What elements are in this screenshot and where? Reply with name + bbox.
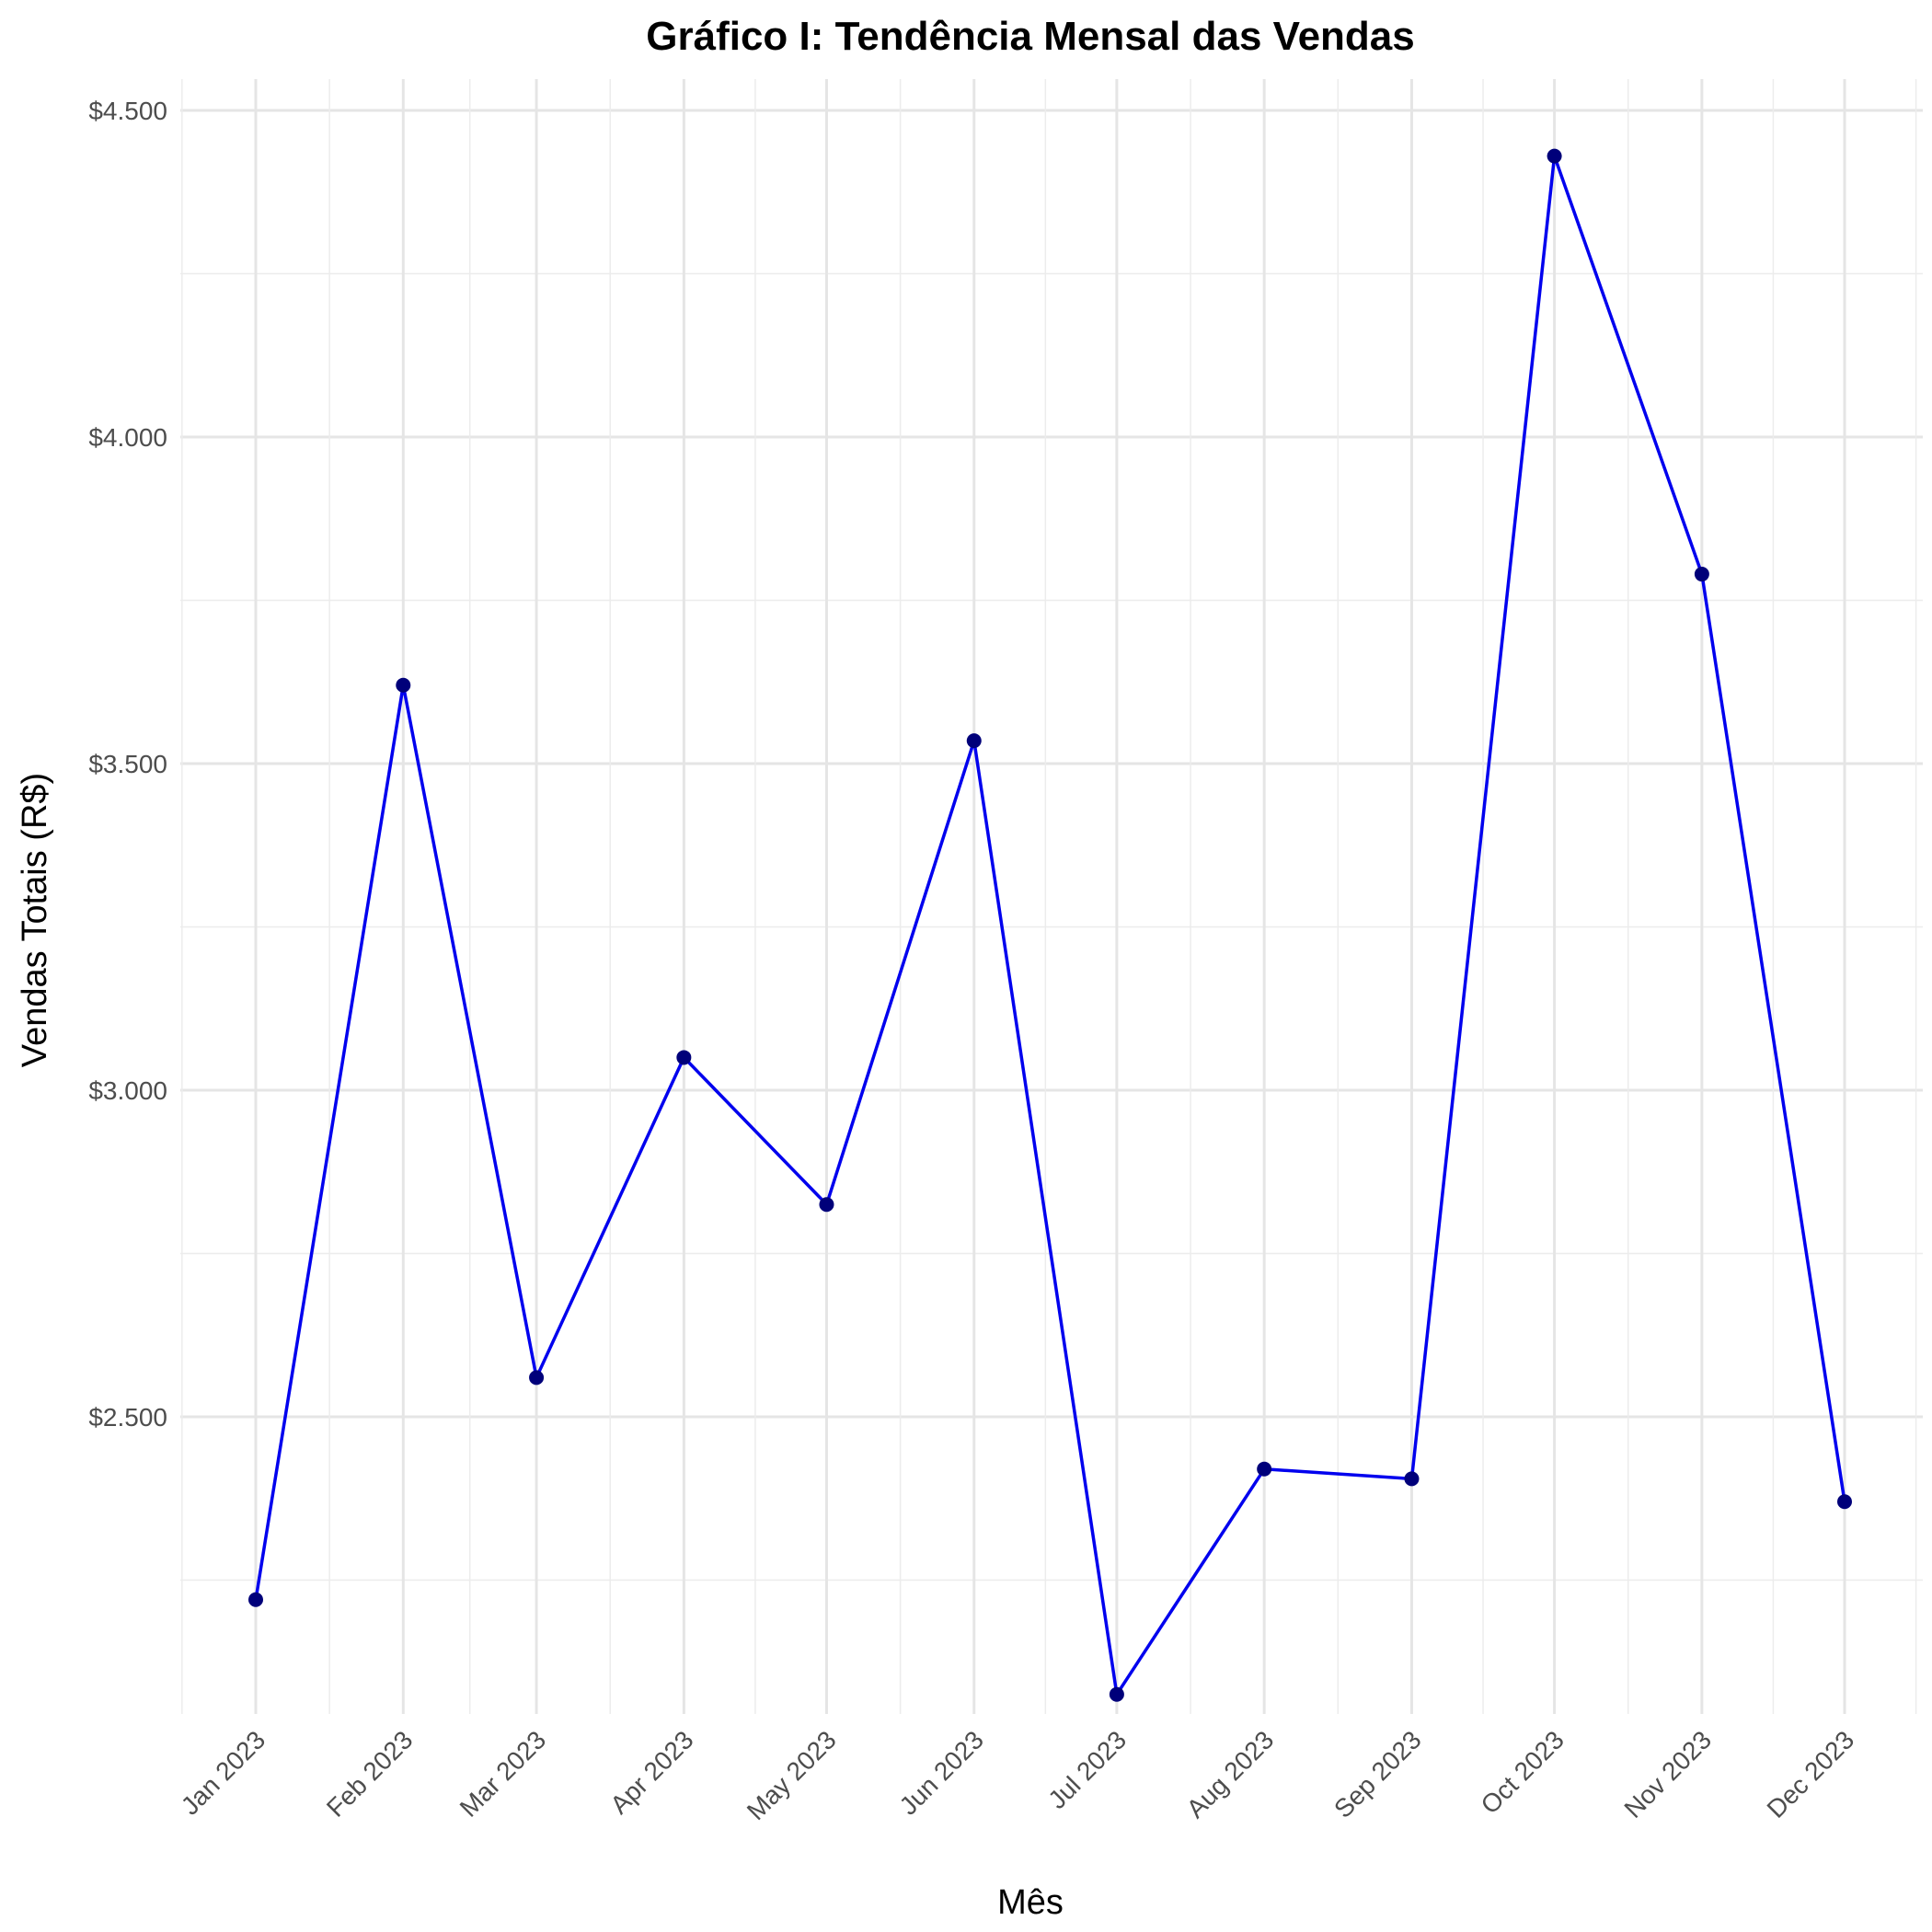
x-tick-label: Apr 2023	[604, 1725, 698, 1819]
data-point	[396, 677, 411, 693]
y-tick-label: $3.500	[88, 750, 167, 778]
x-tick-label: Oct 2023	[1476, 1725, 1570, 1819]
x-tick-label: Mar 2023	[454, 1725, 552, 1823]
grid	[180, 79, 1923, 1714]
data-point	[676, 1050, 692, 1065]
data-point	[1109, 1686, 1124, 1702]
x-tick-label: Dec 2023	[1762, 1725, 1860, 1823]
data-point	[1837, 1494, 1852, 1510]
y-tick-label: $4.500	[88, 97, 167, 125]
x-tick-label: Jun 2023	[894, 1725, 989, 1820]
data-point	[248, 1592, 263, 1607]
data-point	[1547, 148, 1562, 164]
data-point	[1694, 567, 1709, 582]
y-tick-label: $4.000	[88, 423, 167, 452]
y-tick-label: $2.500	[88, 1403, 167, 1432]
x-tick-label: Aug 2023	[1181, 1725, 1280, 1823]
x-tick-label: May 2023	[742, 1725, 842, 1825]
x-tick-label: Feb 2023	[321, 1725, 419, 1823]
x-tick-label: Sep 2023	[1328, 1725, 1427, 1823]
y-tick-label: $3.000	[88, 1076, 167, 1105]
series-line	[254, 154, 1846, 1696]
data-point	[529, 1370, 545, 1386]
y-axis-title: Vendas Totais (R$)	[16, 773, 54, 1067]
data-point	[966, 733, 982, 749]
data-point	[1404, 1471, 1420, 1487]
chart-title: Gráfico I: Tendência Mensal das Vendas	[646, 14, 1414, 59]
data-point	[1257, 1461, 1272, 1477]
x-axis-title: Mês	[997, 1883, 1064, 1922]
x-tick-label: Jan 2023	[176, 1725, 270, 1820]
data-series	[248, 148, 1852, 1702]
x-tick-label: Jul 2023	[1042, 1725, 1132, 1814]
x-tick-label: Nov 2023	[1618, 1725, 1717, 1823]
data-point	[819, 1197, 834, 1213]
